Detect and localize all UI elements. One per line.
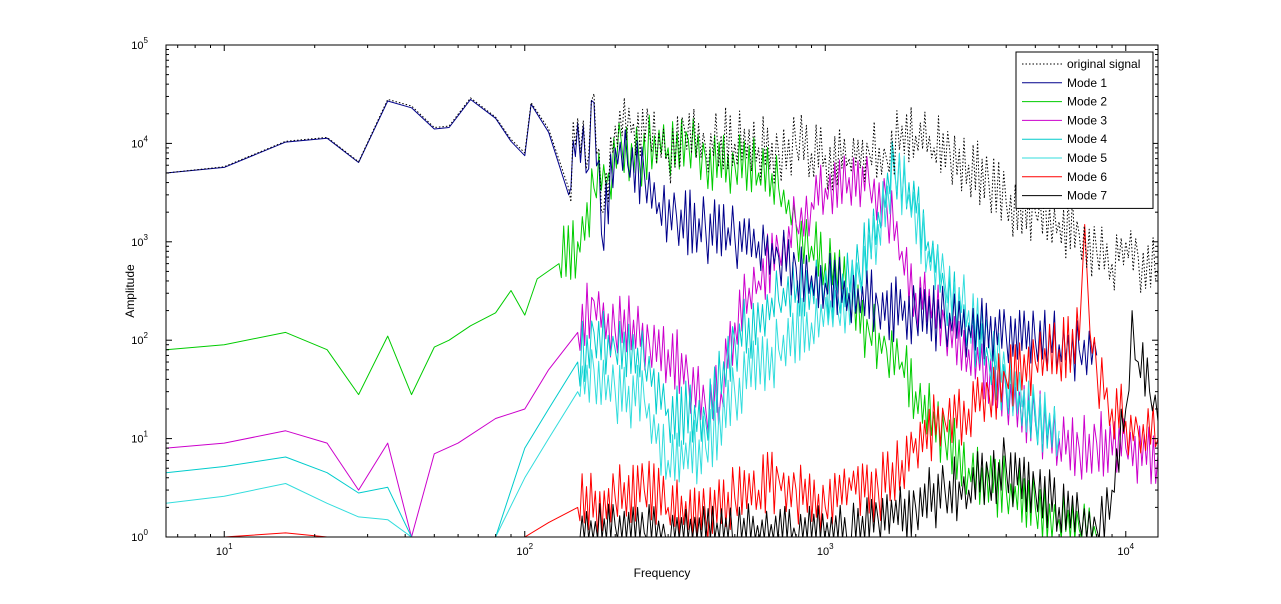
x-axis-label: Frequency xyxy=(634,566,691,580)
y-tick-base: 10 xyxy=(131,138,143,150)
y-tick-label: 103 xyxy=(131,233,148,249)
y-tick-exponent: 2 xyxy=(144,331,149,340)
series-layer xyxy=(166,93,1158,537)
y-tick-base: 10 xyxy=(131,434,143,446)
legend-label: Mode 2 xyxy=(1067,95,1107,109)
legend: original signal Mode 1 Mode 2 Mode 3 Mode 4 M… xyxy=(1015,51,1154,209)
legend-label: original signal xyxy=(1067,57,1140,71)
x-tick-exponent: 3 xyxy=(829,542,834,551)
y-tick-base: 10 xyxy=(131,40,143,52)
y-tick-label: 102 xyxy=(131,331,148,347)
x-tick-exponent: 4 xyxy=(1130,542,1135,551)
y-tick-base: 10 xyxy=(131,335,143,347)
x-tick-base: 10 xyxy=(516,546,528,558)
series-line-mode-5 xyxy=(166,151,1060,537)
y-tick-label: 101 xyxy=(131,430,148,446)
legend-label: Mode 6 xyxy=(1067,170,1107,184)
series-line-mode-1 xyxy=(166,98,1098,382)
series-line-mode-7 xyxy=(524,310,1158,537)
y-tick-base: 10 xyxy=(131,532,143,544)
y-tick-label: 100 xyxy=(131,528,148,544)
x-tick-base: 10 xyxy=(1117,546,1129,558)
legend-label: Mode 1 xyxy=(1067,76,1107,90)
y-tick-exponent: 4 xyxy=(144,134,149,143)
legend-box xyxy=(1015,51,1154,209)
legend-label: Mode 3 xyxy=(1067,113,1107,127)
x-axis-ticks: 101 102 103 104 xyxy=(177,45,1135,558)
x-tick-base: 10 xyxy=(216,546,228,558)
y-tick-label: 104 xyxy=(131,134,148,150)
series-line-mode-3 xyxy=(166,155,1158,537)
y-axis-label: Amplitude xyxy=(123,264,137,318)
legend-label: Mode 4 xyxy=(1067,132,1107,146)
legend-label: Mode 5 xyxy=(1067,151,1107,165)
x-tick-base: 10 xyxy=(817,546,829,558)
y-tick-label: 105 xyxy=(131,36,148,52)
x-tick-label: 101 xyxy=(216,542,233,558)
y-tick-base: 10 xyxy=(131,237,143,249)
x-tick-label: 103 xyxy=(817,542,834,558)
y-tick-exponent: 5 xyxy=(144,36,149,45)
x-tick-exponent: 2 xyxy=(529,542,534,551)
series-line-original-signal xyxy=(166,93,1158,293)
series-line-mode-2 xyxy=(166,114,1098,537)
y-tick-exponent: 1 xyxy=(144,430,149,439)
x-tick-label: 102 xyxy=(516,542,533,558)
x-tick-exponent: 1 xyxy=(228,542,233,551)
plot-frame xyxy=(165,44,1159,538)
legend-label: Mode 7 xyxy=(1067,189,1107,203)
y-tick-exponent: 3 xyxy=(144,233,149,242)
x-tick-label: 104 xyxy=(1117,542,1134,558)
series-line-mode-6 xyxy=(166,224,1158,537)
y-tick-exponent: 0 xyxy=(144,528,149,537)
